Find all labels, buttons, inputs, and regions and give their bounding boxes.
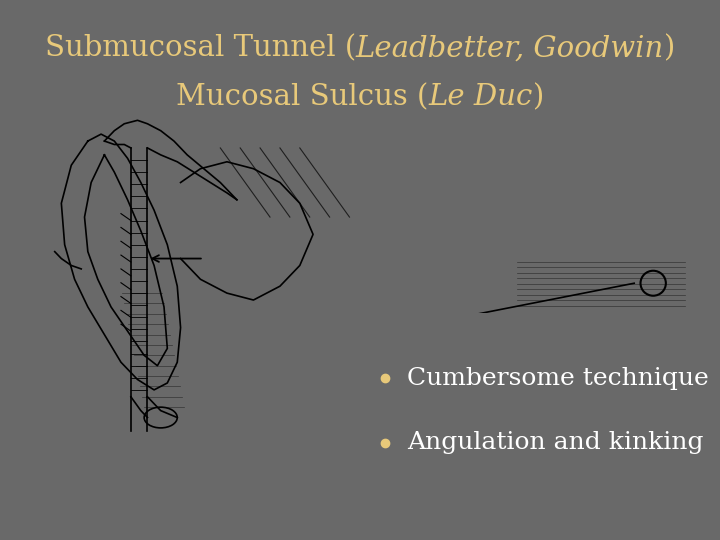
Text: Cumbersome technique: Cumbersome technique [407, 367, 708, 389]
Text: Submucosal Tunnel (: Submucosal Tunnel ( [45, 35, 356, 63]
Text: ): ) [664, 35, 675, 63]
Text: Leadbetter, Goodwin: Leadbetter, Goodwin [356, 35, 664, 63]
Text: ): ) [533, 83, 544, 111]
Text: Mucosal Sulcus (: Mucosal Sulcus ( [176, 83, 428, 111]
Text: Angulation and kinking: Angulation and kinking [407, 431, 703, 454]
Text: Le Duc: Le Duc [428, 83, 533, 111]
